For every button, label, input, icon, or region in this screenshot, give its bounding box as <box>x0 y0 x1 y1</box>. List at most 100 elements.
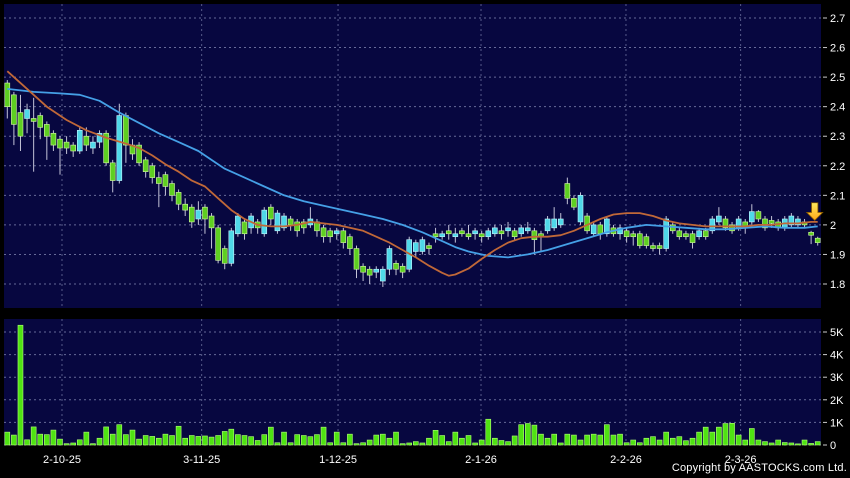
candle-down <box>4 82 11 107</box>
volume-bar <box>426 437 432 446</box>
candle-down <box>808 231 814 236</box>
candle-down <box>511 230 518 238</box>
volume-bar <box>169 435 175 446</box>
volume-bar <box>814 441 821 446</box>
volume-bar <box>439 435 445 446</box>
candle-up <box>590 224 597 235</box>
volume-bar <box>557 442 564 446</box>
candle-up <box>380 268 386 282</box>
volume-bar <box>630 439 637 446</box>
volume-bar <box>762 441 768 446</box>
candle-down <box>643 236 650 246</box>
candle-down <box>637 233 643 246</box>
volume-bar <box>347 433 353 446</box>
candle-up <box>544 218 551 232</box>
volume-panel[interactable] <box>4 319 821 445</box>
svg-text:1-12-25: 1-12-25 <box>319 454 357 466</box>
candle-up <box>419 239 426 252</box>
svg-text:2: 2 <box>830 220 836 232</box>
volume-bar <box>281 431 287 446</box>
candle-down <box>498 230 505 235</box>
candle-down <box>465 233 472 238</box>
volume-bar <box>459 437 465 446</box>
candle-up <box>90 141 96 149</box>
candle-down <box>360 265 366 273</box>
candle-down <box>340 230 347 243</box>
candle-down <box>676 230 683 238</box>
candle-up <box>749 211 755 223</box>
ma-long-line <box>7 88 818 259</box>
volume-bar <box>241 435 248 446</box>
volume-bar <box>24 439 30 446</box>
candle-up <box>452 233 459 238</box>
svg-text:2-2-26: 2-2-26 <box>610 454 642 466</box>
candle-up <box>663 218 669 249</box>
copyright-text: Copyright by AASTOCKS.com Ltd. <box>671 462 847 474</box>
svg-text:1.9: 1.9 <box>830 249 845 261</box>
candle-down <box>169 183 175 196</box>
candle-down <box>44 124 50 137</box>
volume-bar <box>221 431 228 446</box>
volume-bar <box>525 423 531 446</box>
svg-text:2.7: 2.7 <box>830 13 845 25</box>
price-panel[interactable] <box>4 4 821 308</box>
candle-down <box>366 268 373 276</box>
svg-text:2-10-25: 2-10-25 <box>43 454 81 466</box>
volume-bar <box>57 438 63 446</box>
candle-down <box>683 233 689 238</box>
candle-down <box>30 118 37 122</box>
volume-bar <box>307 436 314 446</box>
volume-bar <box>90 443 96 446</box>
volume-bar <box>393 431 399 446</box>
volume-bar <box>742 439 749 446</box>
volume-bar <box>215 435 221 446</box>
svg-text:3K: 3K <box>830 372 844 384</box>
volume-bar <box>314 434 320 446</box>
volume-bar <box>399 443 406 446</box>
candle-down <box>175 192 182 205</box>
candle-down <box>630 233 637 238</box>
volume-bar <box>623 442 630 446</box>
volume-bar <box>735 434 742 446</box>
candle-down <box>327 230 333 238</box>
candle-up <box>116 115 123 181</box>
volume-bar <box>801 439 808 446</box>
candle-down <box>63 141 70 149</box>
month-gridlines <box>61 4 742 445</box>
candle-down <box>399 265 406 273</box>
candle-down <box>426 245 432 249</box>
candle-up <box>228 230 235 264</box>
candle-up <box>412 242 419 252</box>
volume-bars <box>4 324 821 446</box>
volume-bar <box>709 431 716 446</box>
volume-bar <box>452 431 459 446</box>
candle-down <box>564 183 571 199</box>
candle-up <box>96 132 103 143</box>
candle-up <box>709 218 716 232</box>
volume-bar <box>432 430 439 446</box>
volume-bar <box>188 435 195 446</box>
candle-down <box>50 132 57 146</box>
candle-down <box>123 115 129 146</box>
candle-down <box>531 230 538 240</box>
volume-bar <box>274 442 281 446</box>
candle-down <box>70 144 76 152</box>
date-axis-labels: 2-10-25 3-11-25 1-12-25 2-1-26 2-2-26 2-3-26 <box>43 454 756 466</box>
volume-bar <box>70 442 76 446</box>
candle-up <box>557 218 564 226</box>
volume-bar <box>419 442 426 446</box>
svg-text:2-3-26: 2-3-26 <box>725 454 757 466</box>
volume-bar <box>492 437 498 446</box>
volume-bar <box>590 433 597 446</box>
volume-bar <box>564 433 571 446</box>
candle-down <box>393 263 399 270</box>
candle-down <box>208 215 215 229</box>
svg-text:1K: 1K <box>830 417 844 429</box>
volume-bar <box>656 439 663 446</box>
ma-short-line <box>6 70 818 277</box>
volume-bar <box>406 442 413 446</box>
volume-bar <box>195 436 202 446</box>
volume-bar <box>445 441 452 446</box>
volume-bar <box>749 428 755 446</box>
candle-up <box>518 227 525 235</box>
